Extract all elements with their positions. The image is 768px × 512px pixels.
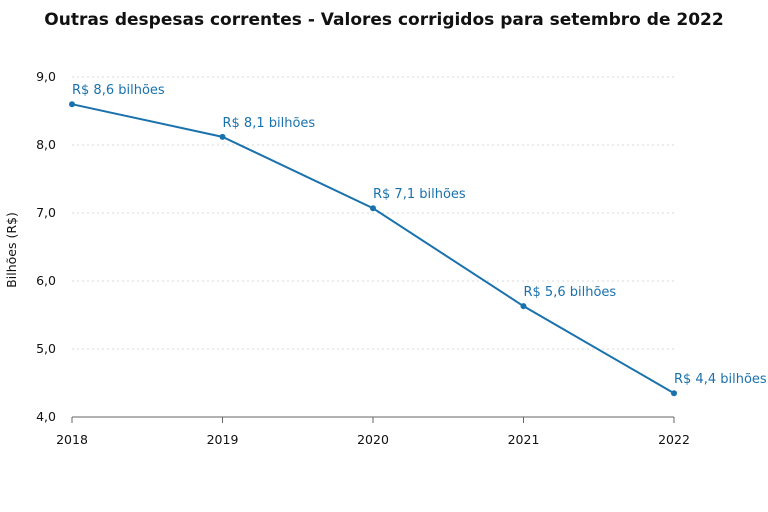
data-label: R$ 5,6 bilhões (524, 285, 617, 300)
data-point (219, 133, 226, 140)
data-point (520, 303, 527, 310)
data-label: R$ 4,4 bilhões (674, 372, 767, 387)
data-label: R$ 7,1 bilhões (373, 187, 466, 202)
y-tick-label: 8,0 (36, 137, 56, 152)
series-line (71, 103, 675, 395)
axes (71, 416, 675, 423)
y-tick-label: 7,0 (36, 205, 56, 220)
data-point (671, 390, 677, 397)
data-points (69, 101, 677, 397)
y-axis-label: Bilhões (R$) (4, 212, 19, 288)
y-tick-label: 4,0 (36, 409, 56, 424)
chart-title: Outras despesas correntes - Valores corr… (44, 10, 724, 30)
x-tick-label: 2021 (508, 432, 540, 447)
x-tick-labels: 2018 2019 2020 2021 2022 (56, 432, 690, 447)
data-labels: R$ 8,6 bilhões R$ 8,1 bilhões R$ 7,1 bilhõ… (72, 83, 767, 387)
y-tick-label: 5,0 (36, 341, 56, 356)
data-point (69, 101, 75, 108)
data-label: R$ 8,6 bilhões (72, 83, 165, 98)
y-tick-label: 6,0 (36, 273, 56, 288)
x-tick-label: 2022 (658, 432, 690, 447)
y-tick-label: 9,0 (36, 69, 56, 84)
y-tick-labels: 4,0 5,0 6,0 7,0 8,0 9,0 (36, 69, 56, 424)
x-tick-label: 2020 (357, 432, 389, 447)
data-point (370, 205, 376, 212)
x-tick-label: 2018 (56, 432, 88, 447)
data-label: R$ 8,1 bilhões (223, 116, 316, 131)
gridlines (72, 76, 674, 350)
x-tick-label: 2019 (207, 432, 239, 447)
